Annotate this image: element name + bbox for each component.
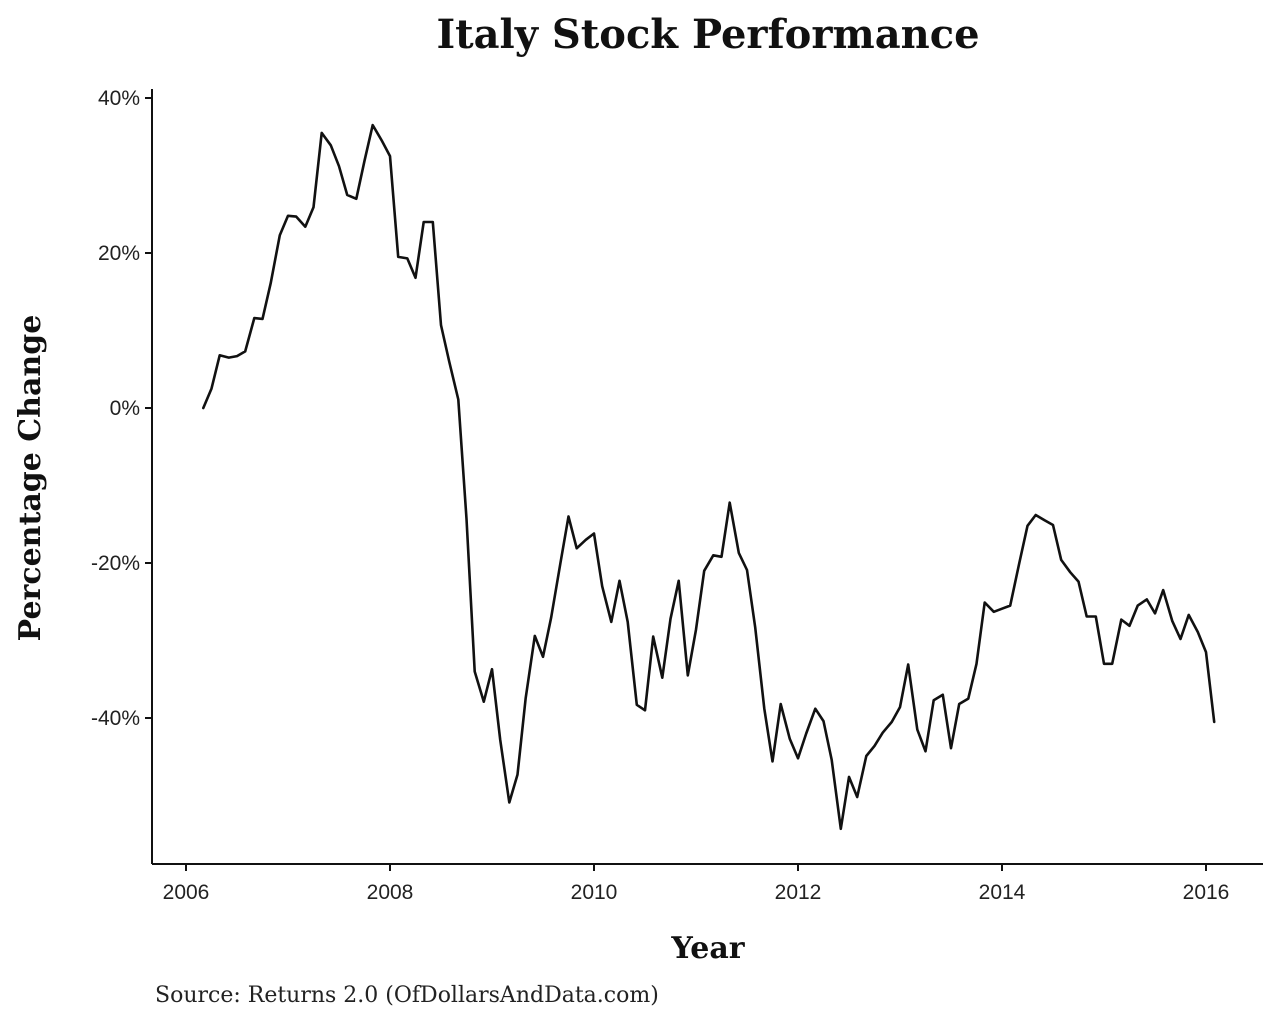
x-tick-label: 2012: [775, 881, 822, 904]
x-tick-label: 2006: [163, 881, 210, 904]
y-tick-label: -40%: [91, 707, 140, 730]
x-axis-ticks: 2006 2008 2010 2012 2014 2016: [163, 864, 1230, 904]
chart-title: Italy Stock Performance: [436, 11, 979, 58]
x-tick-label: 2008: [367, 881, 414, 904]
x-tick-label: 2010: [571, 881, 618, 904]
y-tick-label: 40%: [98, 87, 140, 110]
y-tick-label: 0%: [110, 397, 140, 420]
x-tick-label: 2014: [979, 881, 1026, 904]
source-note: Source: Returns 2.0 (OfDollarsAndData.co…: [155, 983, 659, 1008]
y-axis-ticks: 40% 20% 0% -20% -40%: [91, 87, 152, 730]
y-tick-label: 20%: [98, 242, 140, 265]
x-axis-title: Year: [670, 931, 745, 966]
y-axis-title: Percentage Change: [13, 315, 48, 642]
y-tick-label: -20%: [91, 552, 140, 575]
series-layer: [202, 123, 1216, 831]
x-tick-label: 2016: [1183, 881, 1230, 904]
series-line-italy: [202, 123, 1216, 831]
